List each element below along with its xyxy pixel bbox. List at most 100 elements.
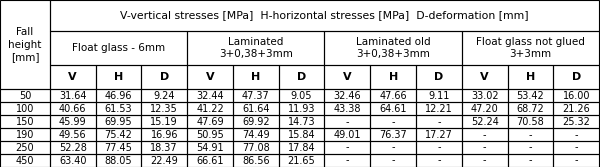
Bar xyxy=(462,31,599,65)
Text: 14.73: 14.73 xyxy=(288,117,316,127)
Text: 22.49: 22.49 xyxy=(151,155,178,165)
Text: D: D xyxy=(160,72,169,82)
Text: 25.32: 25.32 xyxy=(562,117,590,127)
Text: 15.84: 15.84 xyxy=(288,130,316,140)
Text: -: - xyxy=(483,130,487,140)
Text: V: V xyxy=(481,72,489,82)
Bar xyxy=(325,102,370,115)
Bar xyxy=(508,128,553,141)
Text: 53.42: 53.42 xyxy=(517,91,544,101)
Text: -: - xyxy=(529,130,532,140)
Text: -: - xyxy=(391,143,395,153)
Bar xyxy=(0,141,50,154)
Text: 75.42: 75.42 xyxy=(104,130,133,140)
Text: 74.49: 74.49 xyxy=(242,130,269,140)
Text: -: - xyxy=(437,155,440,165)
Bar xyxy=(508,141,553,154)
Text: 41.22: 41.22 xyxy=(196,104,224,114)
Text: 100: 100 xyxy=(16,104,34,114)
Text: 9.11: 9.11 xyxy=(428,91,449,101)
Text: H: H xyxy=(114,72,123,82)
Bar xyxy=(187,31,325,65)
Text: 17.84: 17.84 xyxy=(288,143,316,153)
Bar xyxy=(462,128,508,141)
Bar xyxy=(370,89,416,102)
Bar xyxy=(187,128,233,141)
Text: 33.02: 33.02 xyxy=(471,91,499,101)
Bar xyxy=(50,89,95,102)
Text: V: V xyxy=(343,72,352,82)
Bar xyxy=(187,89,233,102)
Bar xyxy=(370,141,416,154)
Text: 17.27: 17.27 xyxy=(425,130,453,140)
Text: -: - xyxy=(346,155,349,165)
Text: Laminated
3+0,38+3mm: Laminated 3+0,38+3mm xyxy=(219,37,293,59)
Bar xyxy=(0,128,50,141)
Bar xyxy=(370,102,416,115)
Bar xyxy=(325,89,370,102)
Text: 21.65: 21.65 xyxy=(288,155,316,165)
Bar xyxy=(233,154,278,167)
Bar xyxy=(553,102,599,115)
Text: 49.56: 49.56 xyxy=(59,130,86,140)
Text: 86.56: 86.56 xyxy=(242,155,269,165)
Text: D: D xyxy=(434,72,443,82)
Bar xyxy=(370,65,416,89)
Text: -: - xyxy=(529,155,532,165)
Bar xyxy=(508,154,553,167)
Text: -: - xyxy=(575,130,578,140)
Bar xyxy=(50,102,95,115)
Bar xyxy=(95,115,142,128)
Bar xyxy=(278,89,325,102)
Text: H: H xyxy=(389,72,398,82)
Text: 47.66: 47.66 xyxy=(379,91,407,101)
Bar xyxy=(187,65,233,89)
Bar xyxy=(370,128,416,141)
Bar xyxy=(142,65,187,89)
Text: D: D xyxy=(297,72,306,82)
Text: 46.96: 46.96 xyxy=(105,91,132,101)
Text: 68.72: 68.72 xyxy=(517,104,544,114)
Bar xyxy=(416,65,462,89)
Bar xyxy=(508,89,553,102)
Text: 52.24: 52.24 xyxy=(471,117,499,127)
Bar xyxy=(370,154,416,167)
Bar xyxy=(416,141,462,154)
Text: 61.53: 61.53 xyxy=(104,104,132,114)
Text: V-vertical stresses [MPa]  H-horizontal stresses [MPa]  D-deformation [mm]: V-vertical stresses [MPa] H-horizontal s… xyxy=(120,11,529,20)
Bar xyxy=(50,0,599,31)
Bar xyxy=(553,65,599,89)
Text: 50: 50 xyxy=(19,91,31,101)
Text: 52.28: 52.28 xyxy=(59,143,86,153)
Bar xyxy=(0,89,50,102)
Text: D: D xyxy=(572,72,581,82)
Text: 150: 150 xyxy=(16,117,34,127)
Bar xyxy=(278,128,325,141)
Bar xyxy=(0,115,50,128)
Bar xyxy=(95,102,142,115)
Bar xyxy=(325,115,370,128)
Text: 54.91: 54.91 xyxy=(196,143,224,153)
Bar xyxy=(278,141,325,154)
Bar xyxy=(95,128,142,141)
Bar xyxy=(416,102,462,115)
Text: 12.21: 12.21 xyxy=(425,104,453,114)
Bar xyxy=(462,89,508,102)
Bar xyxy=(462,115,508,128)
Bar xyxy=(50,115,95,128)
Bar xyxy=(370,115,416,128)
Text: -: - xyxy=(529,143,532,153)
Bar xyxy=(278,154,325,167)
Text: -: - xyxy=(437,143,440,153)
Text: 32.44: 32.44 xyxy=(196,91,224,101)
Bar xyxy=(142,115,187,128)
Bar xyxy=(278,102,325,115)
Bar xyxy=(142,89,187,102)
Text: Float glass not glued
3+3mm: Float glass not glued 3+3mm xyxy=(476,37,585,59)
Bar xyxy=(95,89,142,102)
Bar xyxy=(233,89,278,102)
Bar xyxy=(553,128,599,141)
Text: 88.05: 88.05 xyxy=(104,155,132,165)
Text: Float glass - 6mm: Float glass - 6mm xyxy=(72,43,165,53)
Text: 250: 250 xyxy=(16,143,34,153)
